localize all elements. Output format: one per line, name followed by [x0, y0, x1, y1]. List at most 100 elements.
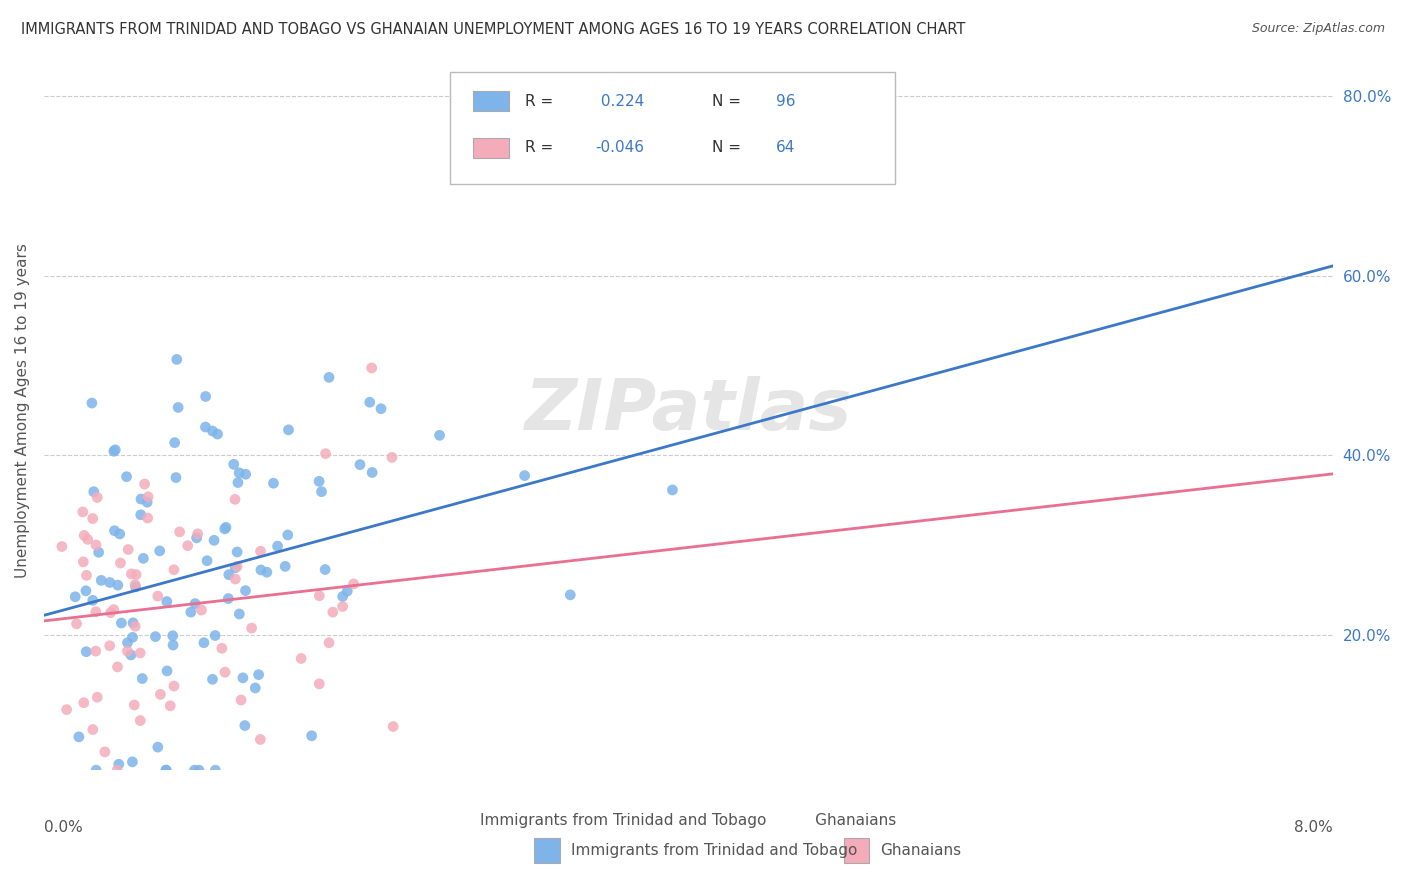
Point [166, 352, 188, 367]
Point [184, 597, 207, 611]
Point [103, 524, 125, 538]
Point [98, 575, 121, 590]
Point [108, 527, 131, 541]
Point [274, 559, 297, 574]
Point [162, 629, 184, 643]
Point [318, 636, 340, 650]
FancyBboxPatch shape [844, 838, 869, 863]
Point [159, 698, 181, 713]
FancyBboxPatch shape [472, 137, 509, 158]
Point [247, 667, 270, 681]
Point [155, 763, 177, 777]
Text: 64: 64 [776, 140, 796, 155]
Point [121, 755, 143, 769]
Point [131, 672, 153, 686]
Point [224, 561, 246, 575]
Text: Ghanaians: Ghanaians [880, 844, 962, 858]
FancyBboxPatch shape [472, 91, 509, 112]
Point [359, 395, 381, 409]
Point [218, 567, 240, 582]
Point [308, 475, 330, 489]
Point [110, 615, 132, 630]
Point [204, 763, 226, 777]
Point [169, 524, 191, 539]
Point [132, 551, 155, 566]
Point [75, 645, 97, 659]
Point [163, 679, 186, 693]
Point [167, 401, 190, 415]
Point [342, 577, 364, 591]
Point [188, 763, 211, 777]
Point [156, 594, 179, 608]
Point [67, 730, 90, 744]
Point [235, 583, 257, 598]
Text: R =: R = [524, 140, 558, 155]
Point [233, 718, 256, 732]
Point [110, 556, 132, 570]
Point [136, 511, 159, 525]
Point [83, 484, 105, 499]
Point [55, 703, 77, 717]
Text: N =: N = [711, 94, 745, 109]
Point [194, 420, 217, 434]
Point [277, 528, 299, 542]
Point [262, 476, 284, 491]
Point [136, 495, 159, 509]
Text: Source: ZipAtlas.com: Source: ZipAtlas.com [1251, 22, 1385, 36]
Point [290, 651, 312, 665]
FancyBboxPatch shape [450, 72, 894, 184]
Point [63, 590, 86, 604]
Point [315, 447, 337, 461]
Point [149, 687, 172, 701]
Point [120, 566, 142, 581]
Text: Immigrants from Trinidad and Tobago          Ghanaians: Immigrants from Trinidad and Tobago Ghan… [481, 814, 897, 829]
Point [129, 508, 152, 522]
Point [84, 538, 107, 552]
Point [75, 583, 97, 598]
Point [108, 757, 131, 772]
Point [228, 466, 250, 480]
Text: 96: 96 [776, 94, 796, 109]
Text: 0.224: 0.224 [596, 94, 644, 109]
Point [382, 719, 405, 733]
Point [134, 477, 156, 491]
Point [80, 396, 103, 410]
Text: Immigrants from Trinidad and Tobago: Immigrants from Trinidad and Tobago [571, 844, 858, 858]
Point [84, 644, 107, 658]
Point [115, 469, 138, 483]
Point [266, 539, 288, 553]
Point [207, 427, 229, 442]
Point [222, 458, 245, 472]
Point [117, 644, 139, 658]
Point [98, 639, 121, 653]
Point [301, 729, 323, 743]
Point [145, 630, 167, 644]
Point [217, 591, 239, 606]
Point [129, 646, 152, 660]
Point [117, 636, 139, 650]
Point [162, 638, 184, 652]
Point [136, 490, 159, 504]
Point [311, 484, 333, 499]
Point [332, 590, 354, 604]
Point [429, 428, 451, 442]
Point [124, 698, 146, 712]
Point [103, 602, 125, 616]
Point [82, 723, 104, 737]
Point [84, 605, 107, 619]
Point [86, 690, 108, 705]
Point [82, 593, 104, 607]
Point [165, 470, 187, 484]
Point [156, 664, 179, 678]
Point [308, 589, 330, 603]
Point [202, 533, 225, 548]
Point [201, 673, 224, 687]
Point [104, 442, 127, 457]
Text: 8.0%: 8.0% [1294, 820, 1333, 835]
Point [117, 542, 139, 557]
Point [249, 544, 271, 558]
Point [146, 740, 169, 755]
Point [177, 539, 200, 553]
Point [125, 567, 148, 582]
Point [163, 563, 186, 577]
